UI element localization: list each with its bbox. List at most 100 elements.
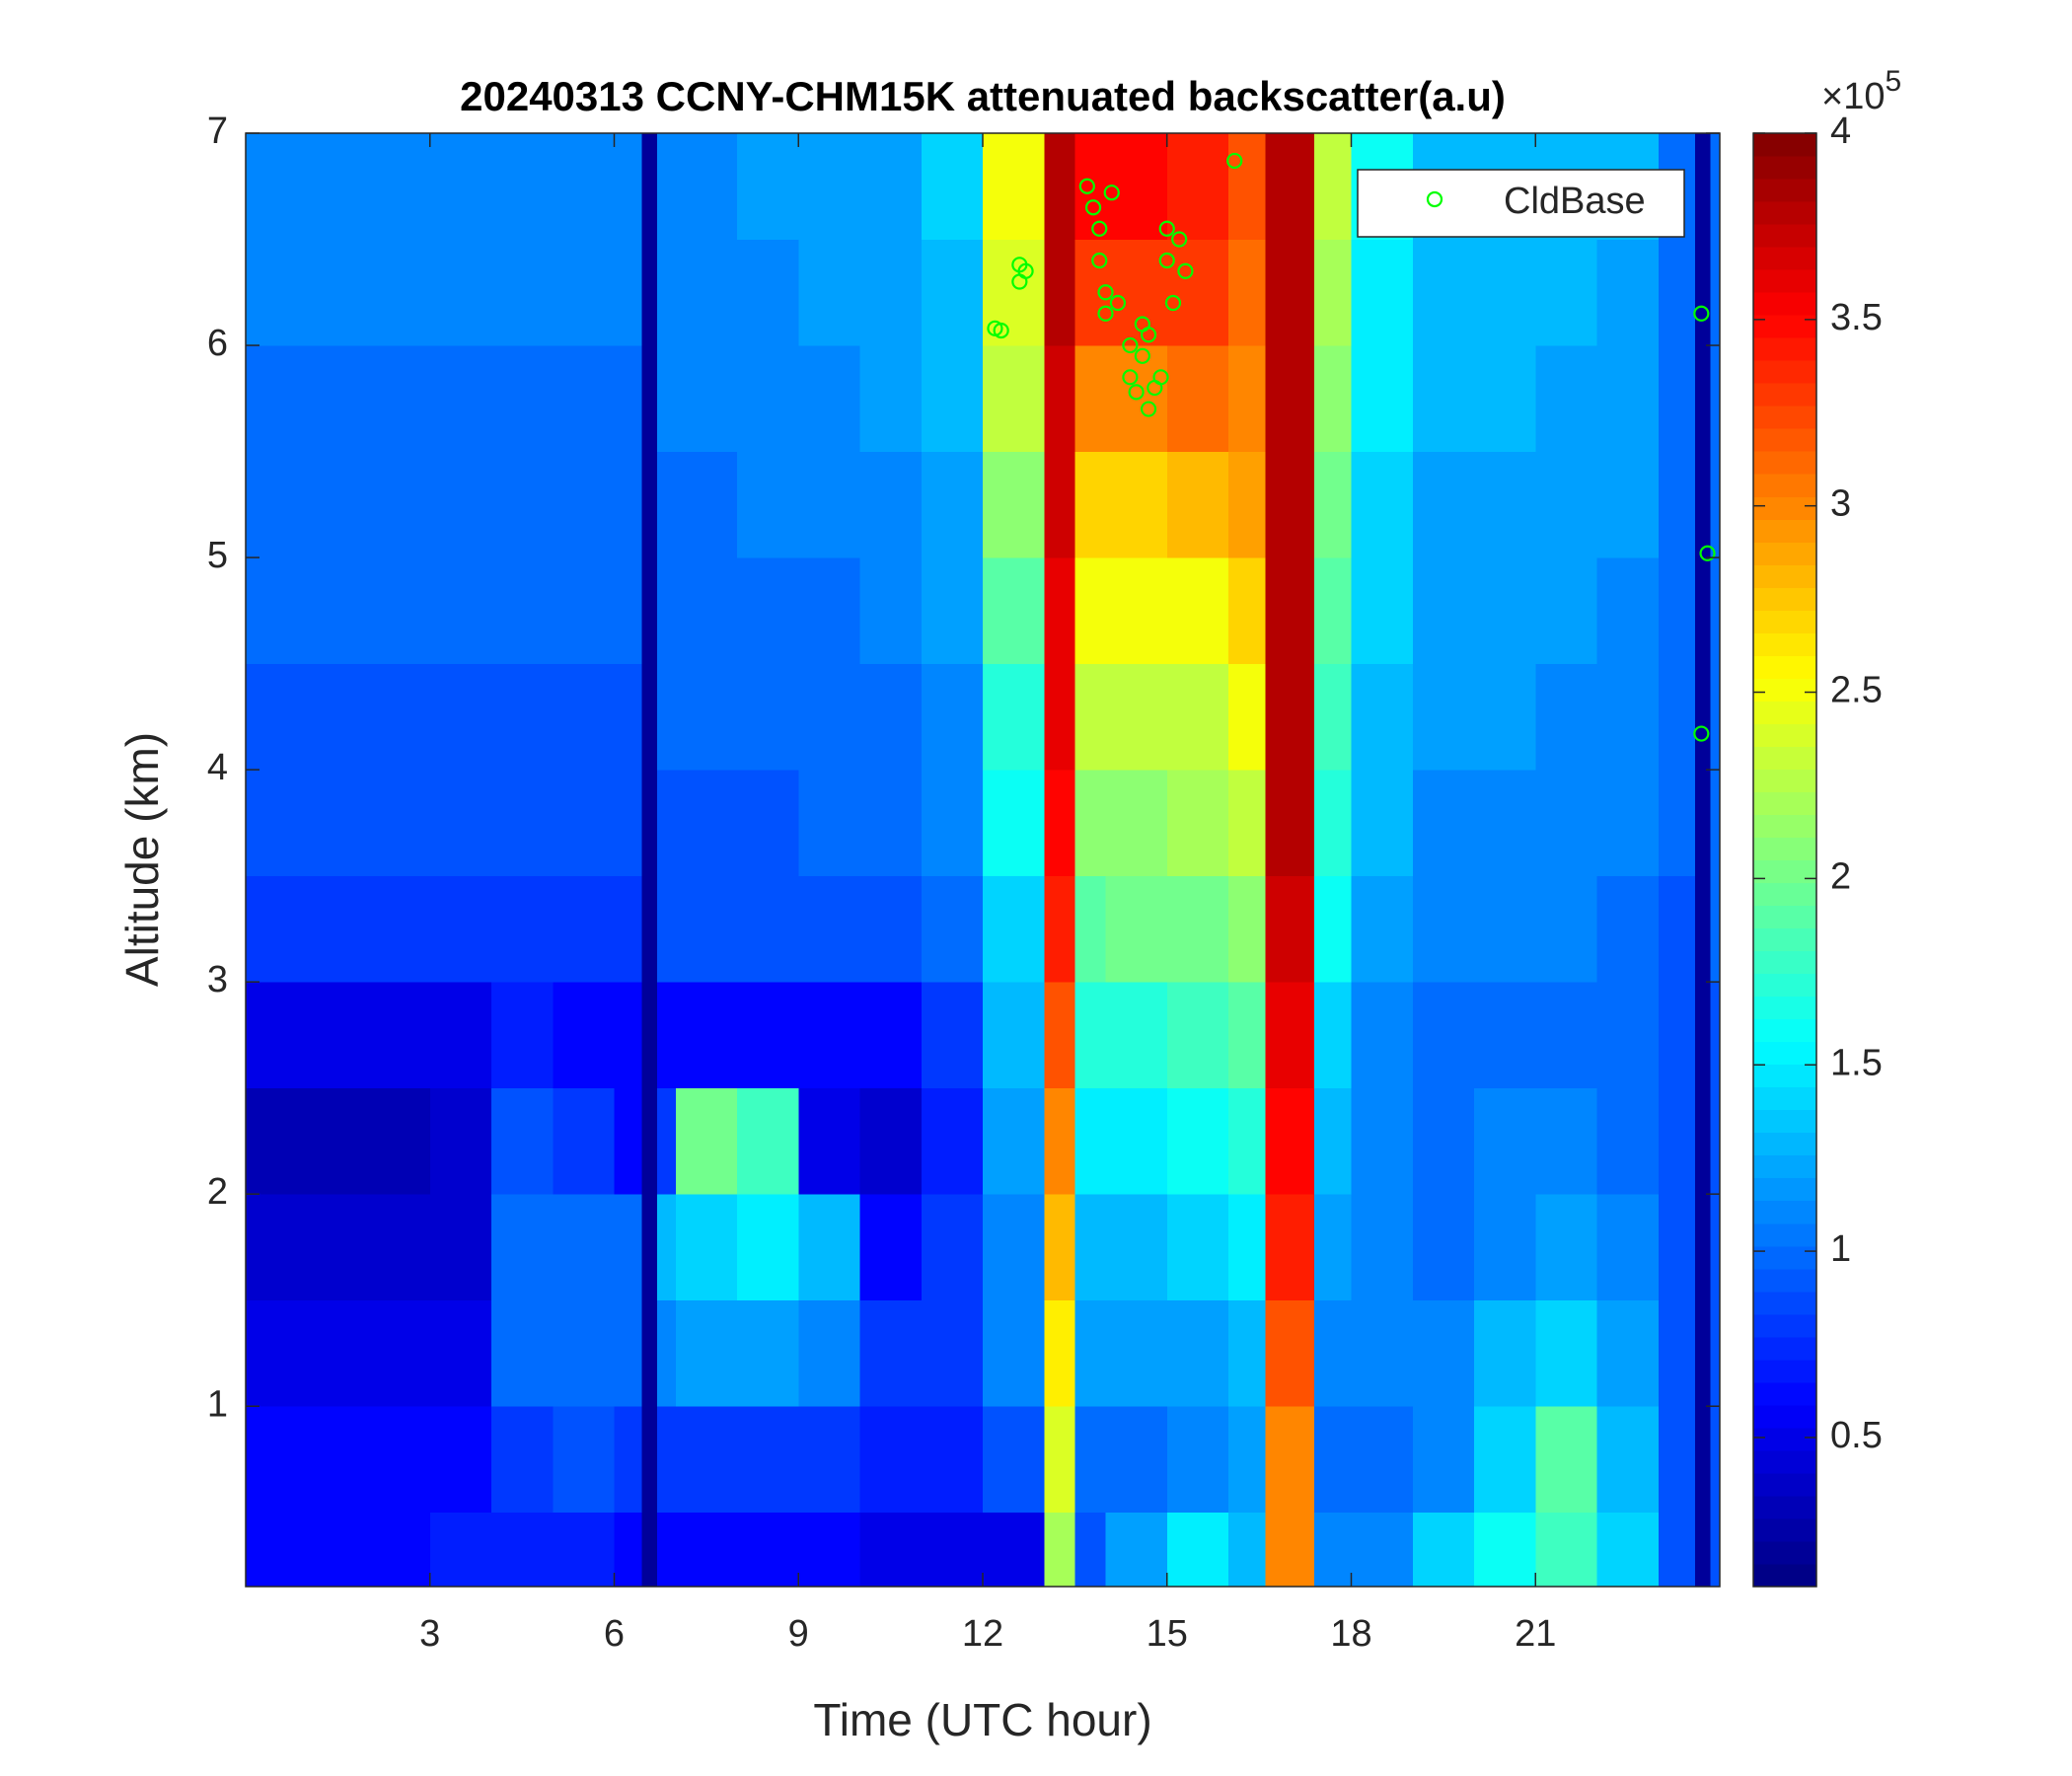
heatmap-cell (737, 875, 799, 983)
heatmap-cell (1474, 345, 1536, 453)
heatmap-cell (1166, 133, 1229, 241)
heatmap-cell (1228, 1299, 1266, 1407)
colorbar-step (1753, 1495, 1816, 1519)
heatmap-cell (1314, 1299, 1352, 1407)
heatmap-cell (553, 239, 615, 346)
heatmap-cell (1658, 345, 1696, 453)
heatmap-cell (1228, 239, 1266, 346)
colorbar-step (1753, 746, 1816, 770)
heatmap-cell (1265, 663, 1315, 771)
heatmap-cell (1351, 770, 1414, 877)
heatmap-cell (246, 1299, 308, 1407)
heatmap-cell (1351, 1087, 1414, 1195)
heatmap-cell (429, 875, 492, 983)
heatmap-cell (921, 1512, 984, 1588)
heatmap-cell (657, 557, 677, 665)
heatmap-cell (1412, 982, 1475, 1089)
heatmap-cell (859, 1406, 923, 1514)
heatmap-cell (553, 770, 615, 877)
heatmap-cell (921, 239, 984, 346)
heatmap-cell (1658, 1299, 1696, 1407)
cloud-base-point (1699, 545, 1716, 561)
heatmap-cell (368, 1512, 431, 1588)
heatmap-cell (1166, 557, 1229, 665)
heatmap-cell (246, 1406, 308, 1514)
colorbar-step (1753, 564, 1816, 588)
heatmap-cell (675, 557, 738, 665)
colorbar-step (1753, 179, 1816, 202)
heatmap-cell (1535, 1406, 1597, 1514)
heatmap-cell (368, 770, 431, 877)
heatmap-cell (641, 239, 658, 346)
heatmap-cell (1695, 1194, 1712, 1301)
heatmap-cell (1314, 982, 1352, 1089)
heatmap-cell (614, 1194, 643, 1301)
heatmap-cell (553, 1512, 615, 1588)
heatmap-cell (798, 1406, 860, 1514)
heatmap-cell (737, 1406, 799, 1514)
heatmap-cell (641, 345, 658, 453)
colorbar-step (1753, 1109, 1816, 1134)
heatmap-cell (307, 982, 369, 1089)
heatmap-cell (859, 133, 923, 241)
heatmap-cell (1535, 451, 1597, 558)
heatmap-cell (1105, 663, 1168, 771)
heatmap-cell (1658, 875, 1696, 983)
colorbar-exponent: 5 (1885, 65, 1901, 98)
heatmap-cell (614, 1512, 643, 1588)
heatmap-cell (1535, 1087, 1597, 1195)
heatmap-cell (1412, 1299, 1475, 1407)
heatmap-cell (1228, 557, 1266, 665)
heatmap-cell (1474, 770, 1536, 877)
cloud-base-point (1091, 252, 1108, 269)
heatmap (246, 133, 1721, 1588)
heatmap-cell (1658, 663, 1696, 771)
heatmap-cell (1412, 451, 1475, 558)
heatmap-cell (429, 663, 492, 771)
heatmap-cell (368, 557, 431, 665)
colorbar-step (1753, 1563, 1816, 1588)
colorbar-step (1753, 474, 1816, 497)
heatmap-cell (1710, 770, 1721, 877)
x-tick-label: 21 (1515, 1613, 1556, 1655)
heatmap-cell (246, 1194, 308, 1301)
heatmap-cell (1166, 663, 1229, 771)
heatmap-cell (1658, 451, 1696, 558)
heatmap-cell (1695, 1512, 1712, 1588)
heatmap-cell (1596, 1512, 1660, 1588)
heatmap-cell (553, 663, 615, 771)
colorbar-step (1753, 1132, 1816, 1156)
cloud-base-point (1158, 252, 1175, 269)
heatmap-cell (1351, 1299, 1414, 1407)
x-axis-label: Time (UTC hour) (813, 1694, 1151, 1745)
heatmap-cell (641, 1512, 658, 1588)
colorbar-tick-label: 3 (1830, 483, 1851, 525)
heatmap-cell (429, 1406, 492, 1514)
heatmap-cell (641, 557, 658, 665)
heatmap-cell (675, 1406, 738, 1514)
heatmap-cell (1474, 1299, 1536, 1407)
colorbar-step (1753, 1041, 1816, 1066)
heatmap-cell (1074, 1512, 1106, 1588)
heatmap-cell (1074, 451, 1106, 558)
heatmap-cell (368, 239, 431, 346)
y-tick-label: 5 (207, 535, 228, 576)
heatmap-cell (1474, 982, 1536, 1089)
heatmap-cell (1074, 770, 1106, 877)
heatmap-cell (1105, 1406, 1168, 1514)
colorbar-step (1753, 973, 1816, 998)
heatmap-cell (307, 1299, 369, 1407)
heatmap-cell (1314, 1194, 1352, 1301)
heatmap-cell (307, 239, 369, 346)
heatmap-cell (1474, 875, 1536, 983)
heatmap-cell (1412, 345, 1475, 453)
colorbar-step (1753, 496, 1816, 520)
colorbar-step (1753, 1404, 1816, 1429)
heatmap-cell (1695, 770, 1712, 877)
cloud-base-point (1122, 369, 1139, 386)
heatmap-cell (1535, 982, 1597, 1089)
heatmap-cell (1074, 982, 1106, 1089)
legend-box (1357, 169, 1685, 238)
heatmap-cell (737, 982, 799, 1089)
heatmap-cell (737, 345, 799, 453)
